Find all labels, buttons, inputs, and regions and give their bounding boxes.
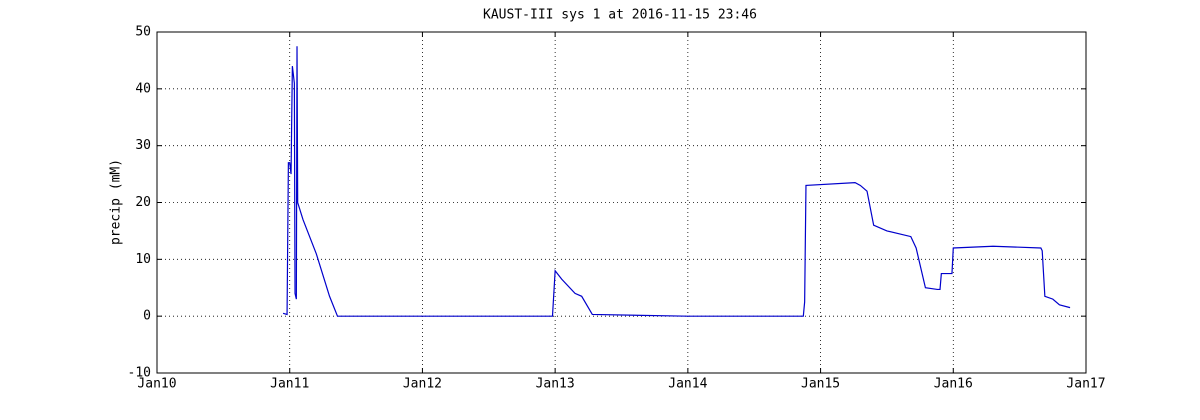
x-tick-label: Jan14 [668, 377, 707, 392]
x-tick-label: Jan13 [536, 377, 575, 392]
y-tick-label: 30 [135, 138, 151, 153]
plot-frame [156, 31, 1087, 374]
x-tick-label: Jan11 [270, 377, 309, 392]
y-tick-label: 50 [135, 25, 151, 40]
x-tick-label: Jan17 [1066, 377, 1105, 392]
data-line [282, 46, 1071, 317]
y-tick-label: 20 [135, 195, 151, 210]
y-axis-label: precip (mM) [109, 159, 124, 245]
y-tick-label: -10 [128, 366, 151, 381]
x-tick-label: Jan12 [403, 377, 442, 392]
y-tick-label: 0 [143, 309, 151, 324]
y-tick-label: 10 [135, 252, 151, 267]
x-tick-label: Jan15 [801, 377, 840, 392]
chart-title: KAUST-III sys 1 at 2016-11-15 23:46 [483, 8, 757, 23]
x-tick-label: Jan16 [934, 377, 973, 392]
y-tick-label: 40 [135, 81, 151, 96]
x-tick-label: Jan10 [137, 377, 176, 392]
